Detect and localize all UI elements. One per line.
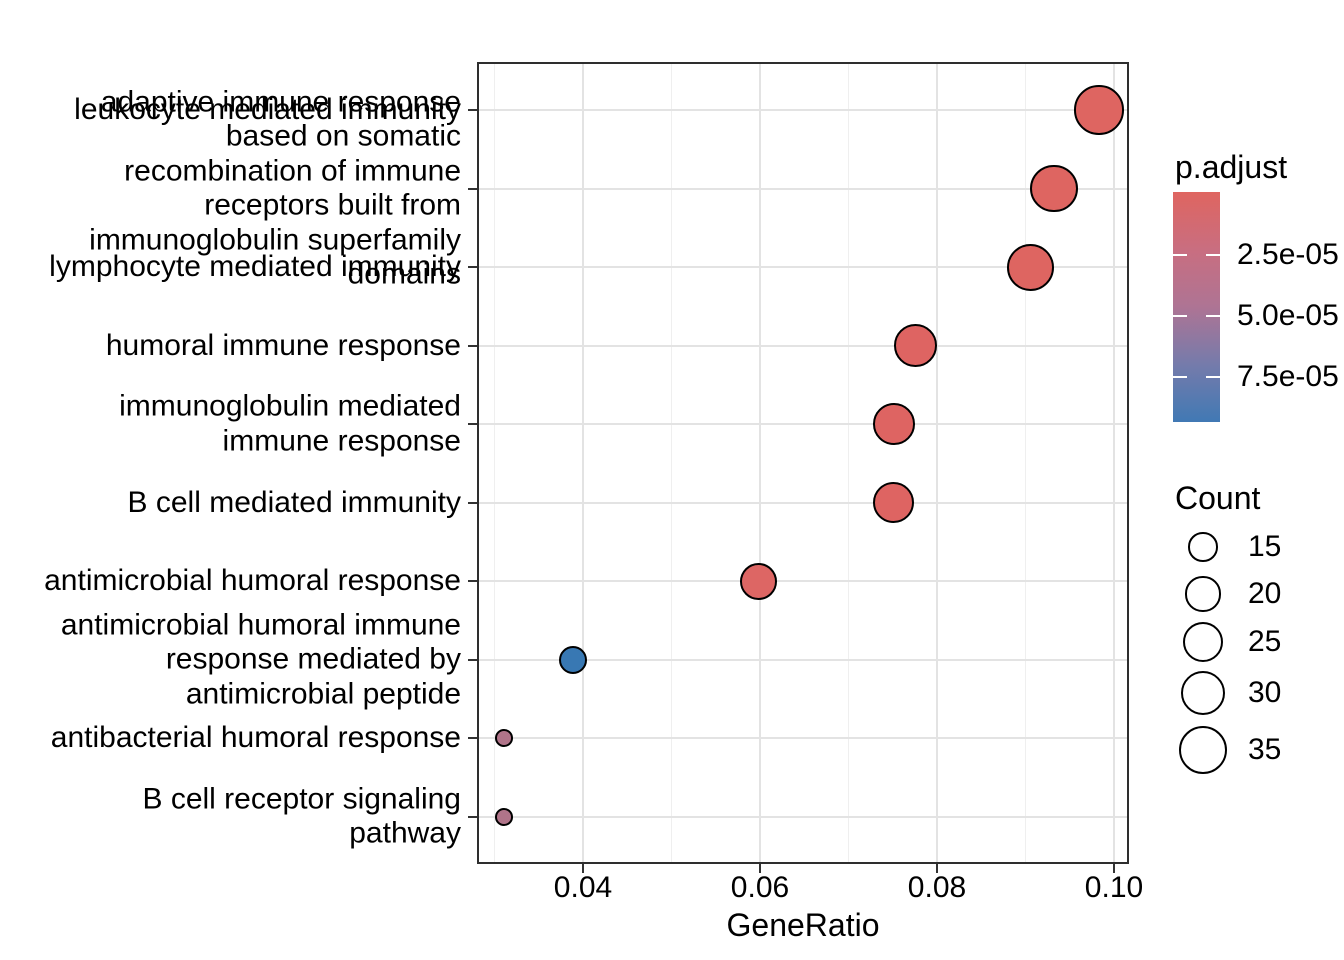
data-point [894,324,938,367]
colorbar-tick-right [1206,253,1220,257]
colorbar-tick-left [1173,375,1187,379]
count-legend-key-circle [1180,670,1226,716]
count-legend-key-label: 30 [1248,676,1282,709]
gridline-major-horizontal [477,580,1129,583]
gridline-major-vertical [759,62,761,864]
count-legend-key-label: 35 [1248,733,1282,766]
gridline-major-horizontal [477,658,1129,661]
count-legend-key-circle [1178,725,1228,775]
y-tick-mark [468,344,477,347]
gridline-major-horizontal [477,109,1129,111]
x-tick-label: 0.08 [907,871,967,904]
y-tick-mark [468,266,477,269]
gridline-major-horizontal [477,815,1129,818]
gridline-minor-vertical [670,62,673,864]
x-tick-mark [759,864,761,873]
gridline-major-horizontal [477,187,1129,190]
count-legend-title: Count [1175,480,1261,516]
x-tick-label: 0.04 [553,871,613,904]
gridline-minor-vertical [493,62,496,864]
colorbar-tick-right [1206,314,1220,318]
count-legend-key-label: 20 [1248,577,1282,610]
y-tick-mark [468,501,477,504]
padjust-colorbar [1173,192,1220,422]
data-point [1029,164,1078,213]
data-point [495,729,514,748]
colorbar-tick-label: 2.5e-05 [1237,238,1339,271]
y-tick-mark [468,658,477,661]
x-axis-title: GeneRatio [726,907,880,943]
data-point [873,482,915,524]
data-point [1007,243,1055,291]
count-legend-key-label: 25 [1248,625,1282,658]
x-tick-label: 0.06 [730,871,790,904]
plot-panel [477,62,1129,864]
gridline-major-horizontal [477,423,1129,426]
y-tick-mark [468,815,477,818]
x-tick-mark [582,864,584,873]
y-axis-label: antibacterial humoral response [50,721,461,755]
gridline-minor-vertical [1024,62,1027,864]
colorbar-tick-left [1173,253,1187,257]
gridline-minor-vertical [847,62,850,864]
gridline-major-horizontal [477,737,1129,740]
gridline-major-vertical [1113,62,1115,864]
y-axis-label: lymphocyte mediated immunity [49,249,461,283]
x-tick-label: 0.10 [1084,871,1144,904]
data-point [739,562,777,600]
y-tick-mark [468,187,477,190]
colorbar-tick-right [1206,375,1220,379]
colorbar-tick-left [1173,314,1187,318]
y-axis-label: humoral immune response [105,328,461,362]
y-axis-label: B cell receptor signaling pathway [142,782,461,850]
padjust-legend-title: p.adjust [1175,149,1288,185]
data-point [1074,85,1124,135]
gridline-major-horizontal [477,501,1129,504]
y-axis-label: adaptive immune response based on somati… [89,85,461,291]
y-tick-mark [468,109,477,111]
data-point [495,808,514,826]
y-axis-label: B cell mediated immunity [127,485,461,519]
y-axis-label: antimicrobial humoral immune response me… [60,608,461,711]
x-tick-mark [936,864,938,873]
gridline-major-vertical [936,62,938,864]
gridline-major-horizontal [477,344,1129,347]
colorbar-tick-label: 5.0e-05 [1237,299,1339,332]
y-axis-label: antimicrobial humoral response [44,564,461,598]
data-point [559,645,588,674]
count-legend-key-circle [1188,532,1218,562]
data-point [872,403,915,446]
y-tick-mark [468,580,477,583]
count-legend-key-circle [1183,622,1223,662]
y-tick-mark [468,423,477,426]
y-tick-mark [468,737,477,740]
colorbar-tick-label: 7.5e-05 [1237,360,1339,393]
count-legend-key-label: 15 [1248,530,1282,563]
count-legend-key-circle [1185,576,1221,612]
gridline-major-horizontal [477,266,1129,269]
y-axis-label: leukocyte mediated immunity [74,92,461,126]
x-tick-mark [1113,864,1115,873]
y-axis-label: immunoglobulin mediated immune response [119,389,461,458]
gridline-major-vertical [582,62,584,864]
